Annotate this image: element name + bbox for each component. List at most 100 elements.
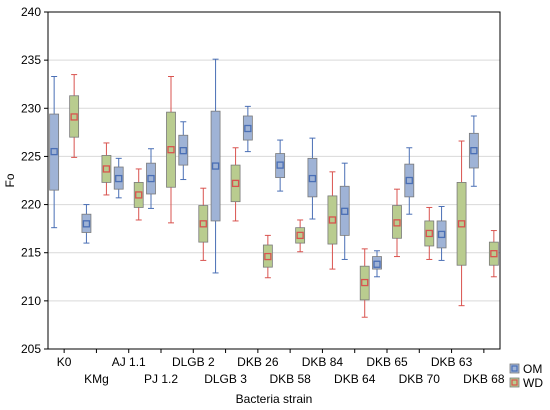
x-tick-label: DKB 84	[302, 355, 344, 369]
mean-marker	[328, 216, 337, 224]
boxplot-marks	[49, 58, 499, 318]
boxplot-WD-pj-1-2	[166, 76, 176, 224]
mean-marker	[82, 220, 91, 228]
legend-entry-wd: WD	[509, 376, 543, 390]
x-tick-label: KMg	[84, 372, 109, 386]
box	[230, 164, 241, 203]
mean-marker	[276, 161, 284, 169]
box	[242, 115, 253, 141]
mean-marker	[231, 179, 240, 188]
box	[101, 155, 112, 183]
legend-entry-om: OM	[509, 362, 542, 376]
mean-marker	[264, 252, 272, 261]
mean-marker	[405, 176, 413, 185]
box	[275, 153, 286, 179]
boxplot-WD-dlgb-2	[198, 187, 209, 261]
box	[113, 166, 124, 190]
y-tick-label: 215	[21, 246, 41, 260]
legend-swatch	[509, 363, 520, 374]
box	[166, 111, 176, 188]
x-tick-label: DKB 58	[269, 372, 311, 386]
box	[81, 213, 92, 233]
y-tick-label: 230	[21, 101, 41, 115]
x-tick-label: DKB 26	[237, 355, 279, 369]
boxplot-OM-aj-1-1	[113, 157, 124, 199]
box	[307, 157, 318, 198]
box	[327, 195, 338, 245]
mean-marker	[179, 147, 187, 155]
x-tick-label: DKB 68	[463, 372, 505, 386]
box	[133, 182, 144, 208]
boxplot-WD-dkb-68	[488, 230, 499, 278]
mean-marker	[102, 165, 111, 173]
x-tick-label: K0	[57, 355, 72, 369]
y-tick-label: 205	[21, 342, 41, 356]
box	[436, 220, 447, 249]
x-tick-label: PJ 1.2	[144, 372, 178, 386]
box	[210, 110, 221, 222]
mean-marker	[373, 260, 381, 268]
mean-marker	[490, 250, 498, 258]
boxplot-WD-aj-1-1	[133, 168, 144, 221]
box	[404, 163, 415, 198]
mean-marker	[308, 174, 317, 183]
mean-marker	[70, 113, 78, 121]
box	[372, 256, 382, 270]
x-tick-label: DLGB 2	[172, 355, 215, 369]
mean-marker	[341, 207, 349, 215]
mean-marker	[361, 278, 369, 287]
mean-marker	[437, 230, 446, 239]
mean-marker	[50, 147, 58, 156]
y-tick-label: 225	[21, 149, 41, 163]
boxplot-OM-dkb-63	[436, 205, 447, 261]
x-tick-label: DKB 65	[366, 355, 408, 369]
x-axis-title: Bacteria strain	[236, 392, 313, 406]
legend-marker	[511, 379, 518, 386]
box	[295, 227, 306, 244]
boxplot-WD-dkb-63	[456, 140, 467, 307]
legend-label: OM	[523, 362, 542, 376]
x-tick-label: DKB 70	[399, 372, 441, 386]
y-tick-label: 240	[21, 5, 41, 19]
box	[392, 205, 402, 239]
box	[262, 244, 273, 268]
x-tick-label: DLGB 3	[204, 372, 247, 386]
boxplot-WD-dlgb-3	[230, 147, 241, 222]
boxplot-WD-dkb-58	[295, 219, 306, 253]
boxplot-WD-kmg	[101, 142, 112, 196]
y-axis-title: Fo	[3, 173, 17, 187]
mean-marker	[296, 231, 304, 240]
boxplot-OM-dkb-84	[307, 137, 318, 220]
boxplot-OM-dlgb-2	[178, 121, 189, 181]
box	[359, 265, 370, 301]
plot-area	[47, 11, 501, 350]
mean-marker	[393, 219, 401, 227]
boxplot-OM-kmg	[81, 204, 92, 244]
boxplot-WD-dkb-64	[359, 248, 370, 318]
boxplot-WD-dkb-65	[392, 188, 402, 258]
legend-label: WD	[523, 376, 543, 390]
box	[339, 185, 350, 236]
box	[198, 205, 209, 243]
boxplot-OM-k0	[49, 76, 60, 229]
boxplot-OM-dkb-58	[275, 139, 286, 192]
box	[424, 220, 435, 247]
legend-marker	[511, 365, 518, 372]
box	[146, 162, 156, 195]
gridlines	[48, 11, 500, 350]
x-tick-label: DKB 64	[334, 372, 376, 386]
boxplot-OM-dkb-64	[339, 162, 350, 260]
boxplot-OM-dkb-68	[468, 115, 479, 187]
mean-marker	[135, 191, 143, 199]
y-tick-label: 235	[21, 53, 41, 67]
mean-marker	[211, 162, 220, 170]
box	[456, 182, 467, 266]
x-tick-label: AJ 1.1	[112, 355, 146, 369]
y-axis: 205 210 215 220 225 230 235 240	[21, 5, 48, 356]
boxplot-OM-pj-1-2	[146, 148, 156, 209]
mean-marker	[425, 229, 433, 238]
mean-marker	[199, 220, 207, 228]
